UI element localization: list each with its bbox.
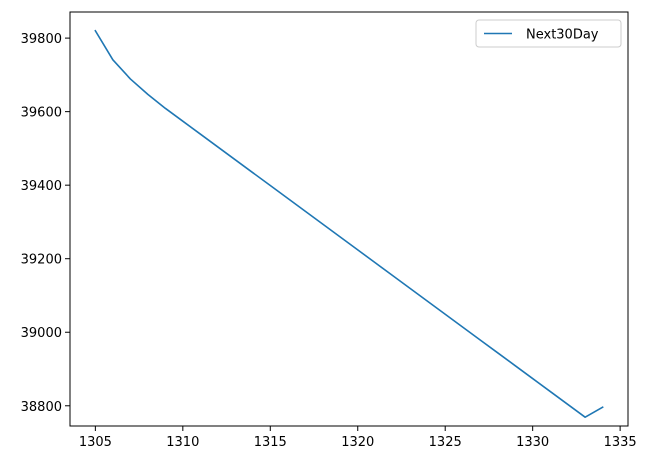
y-tick-label: 39200: [21, 253, 62, 268]
y-tick-label: 39400: [21, 179, 62, 194]
y-tick-label: 39600: [21, 106, 62, 121]
x-tick-label: 1320: [341, 435, 374, 450]
series-line-0: [94, 29, 604, 418]
y-tick-label: 39000: [21, 326, 62, 341]
x-tick-label: 1330: [516, 435, 549, 450]
legend-label: Next30Day: [526, 28, 599, 43]
y-tick-label: 38800: [21, 400, 62, 415]
x-tick-label: 1335: [604, 435, 637, 450]
series-layer: [94, 29, 604, 418]
x-tick-label: 1325: [429, 435, 462, 450]
plot-area: [70, 12, 628, 426]
x-tick-label: 1315: [254, 435, 287, 450]
x-tick-label: 1310: [166, 435, 199, 450]
legend: Next30Day: [475, 19, 622, 48]
x-axis: 1305 1310 1315 1320 1325 1330 1335: [79, 426, 637, 450]
y-tick-label: 39800: [21, 32, 62, 47]
plot-frame: [69, 11, 629, 427]
y-axis: 38800 39000 39200 39400 39600 39800: [21, 32, 70, 415]
legend-box: [475, 19, 622, 48]
x-tick-label: 1305: [79, 435, 112, 450]
